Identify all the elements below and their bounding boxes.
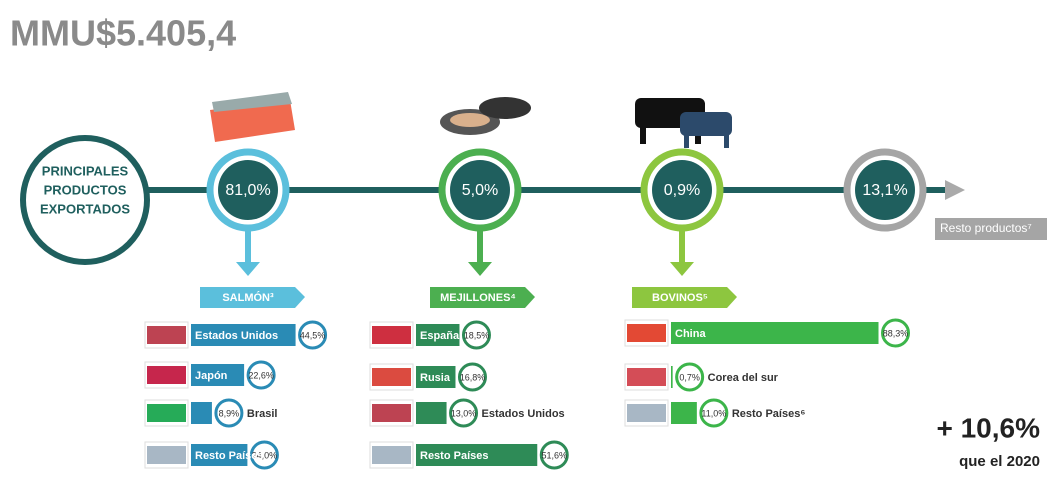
value-label: 0,7% <box>679 372 700 382</box>
value-label: 44,5% <box>300 330 326 340</box>
infographic: MMU$5.405,4 PRINCIPALES PRODUCTOS EXPORT… <box>0 0 1057 475</box>
arrow-head <box>945 180 965 200</box>
flag-color <box>372 326 411 344</box>
value-label: 8,9% <box>219 408 240 418</box>
node-value: 81,0% <box>225 182 270 199</box>
bar <box>671 366 673 388</box>
node-value: 0,9% <box>664 182 700 199</box>
flag-color <box>372 368 411 386</box>
down-arrow-head <box>236 262 260 276</box>
flag-color <box>372 446 411 464</box>
flag-color <box>372 404 411 422</box>
salmon-image <box>210 92 295 142</box>
hub-circle <box>23 138 147 262</box>
change-note: que el 2020 <box>959 453 1040 470</box>
flag-color <box>147 404 186 422</box>
mussel-image <box>440 97 531 135</box>
country-name: Estados Unidos <box>482 408 565 420</box>
product-name: MEJILLONES⁴ <box>440 292 516 304</box>
flag-color <box>147 446 186 464</box>
value-label: 18,5% <box>464 330 490 340</box>
change: + 10,6% <box>936 412 1040 443</box>
node-value: 5,0% <box>462 182 498 199</box>
value-label: 11,0% <box>701 408 726 418</box>
hub-label: EXPORTADOS <box>40 201 130 216</box>
title: MMU$5.405,4 <box>10 13 236 54</box>
country-name: Brasil <box>247 408 278 420</box>
node-value: 13,1% <box>862 182 907 199</box>
down-arrow-head <box>468 262 492 276</box>
down-arrow-head <box>670 262 694 276</box>
flag-color <box>147 366 186 384</box>
country-name: Resto Países <box>420 450 488 462</box>
bar <box>191 402 212 424</box>
bar <box>416 402 447 424</box>
value-label: 16,8% <box>460 372 486 382</box>
country-name: Japón <box>195 370 228 382</box>
cattle-image <box>635 98 732 148</box>
country-name: China <box>675 328 706 340</box>
country-name: Resto Países⁶ <box>732 408 806 420</box>
bar <box>671 402 697 424</box>
value-label: 22,6% <box>248 370 274 380</box>
rest-label: Resto productos⁷ <box>940 221 1032 235</box>
hub-label: PRODUCTOS <box>44 182 127 197</box>
hub-label: PRINCIPALES <box>42 163 129 178</box>
value-label: 13,0% <box>451 408 477 418</box>
product-name: SALMÓN³ <box>222 291 274 304</box>
flag-color <box>627 324 666 342</box>
country-name: España <box>420 330 460 342</box>
country-name: Rusia <box>420 372 451 384</box>
country-name: Resto Países <box>195 450 263 462</box>
value-label: 51,6% <box>541 450 567 460</box>
flag-color <box>147 326 186 344</box>
country-name: Corea del sur <box>708 372 779 384</box>
value-label: 88,3% <box>883 328 909 338</box>
flag-color <box>627 404 666 422</box>
flag-color <box>627 368 666 386</box>
country-name: Estados Unidos <box>195 330 278 342</box>
product-name: BOVINOS⁵ <box>652 292 708 304</box>
